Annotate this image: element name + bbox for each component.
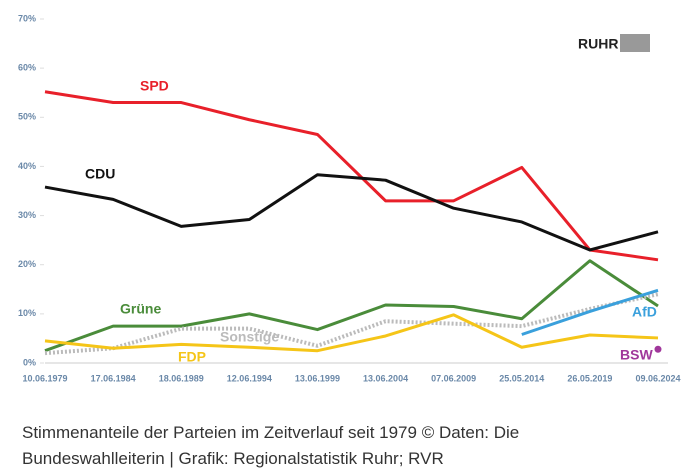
chart: RUHR 0% 10% 20% 30% 40% 50% 60% 70% 10.06.1979 17…	[18, 13, 681, 383]
x-tick-label: 10.06.1979	[22, 373, 67, 383]
logo: RUHR	[578, 34, 650, 52]
series-label: Sonstige	[220, 329, 279, 345]
logo-text: RUHR	[578, 36, 618, 52]
x-tick-label: 12.06.1994	[227, 373, 272, 383]
series-label: SPD	[140, 78, 169, 94]
caption-line: Stimmenanteile der Parteien im Zeitverla…	[22, 423, 520, 442]
y-tick-label: 60%	[18, 63, 36, 73]
x-tick-label: 17.06.1984	[91, 373, 136, 383]
x-tick-label: 13.06.1999	[295, 373, 340, 383]
y-tick-label: 40%	[18, 161, 36, 171]
series-label: CDU	[85, 166, 115, 182]
y-tick-label: 20%	[18, 259, 36, 269]
series-label: BSW	[620, 347, 653, 363]
logo-shape	[620, 34, 650, 52]
series-label: Grüne	[120, 301, 161, 317]
y-tick-label: 30%	[18, 210, 36, 220]
x-tick-label: 25.05.2014	[499, 373, 544, 383]
x-tick-label: 18.06.1989	[159, 373, 204, 383]
x-tick-label: 13.06.2004	[363, 373, 408, 383]
y-tick-label: 50%	[18, 112, 36, 122]
y-tick-label: 70%	[18, 13, 36, 23]
series-line	[44, 292, 659, 356]
y-tick-label: 0%	[23, 357, 36, 367]
series-line	[44, 90, 659, 262]
x-tick-label: 07.06.2009	[431, 373, 476, 383]
x-tick-label: 26.05.2019	[567, 373, 612, 383]
x-tick-label: 09.06.2024	[635, 373, 680, 383]
series-label: FDP	[178, 349, 206, 365]
series-label: AfD	[632, 304, 657, 320]
caption: Stimmenanteile der Parteien im Zeitverla…	[22, 420, 519, 472]
point	[654, 345, 662, 353]
series-line	[44, 173, 659, 252]
series-line	[521, 288, 659, 336]
y-tick-label: 10%	[18, 308, 36, 318]
series-line	[44, 259, 659, 353]
caption-line: Bundeswahlleiterin | Grafik: Regionalsta…	[22, 449, 444, 468]
series-line	[44, 313, 659, 353]
